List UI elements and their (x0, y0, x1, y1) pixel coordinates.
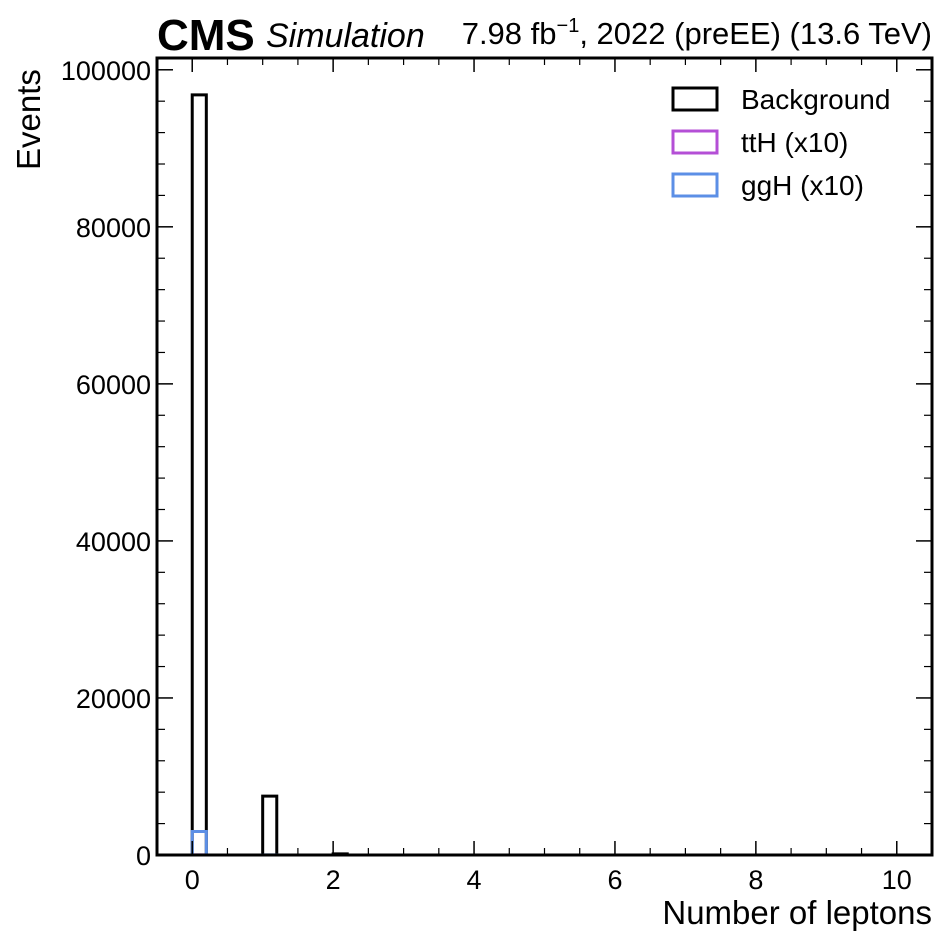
axis-ticks-group: 0 2 4 6 8 10 0 20000 40000 60000 80000 100000 (61, 56, 933, 895)
y-tick-label: 100000 (61, 56, 151, 86)
y-tick-label: 40000 (76, 527, 151, 557)
y-tick-label: 0 (136, 841, 151, 871)
legend-swatch-2 (671, 172, 719, 198)
plot-frame (155, 56, 934, 857)
y-tick-label: 20000 (76, 684, 151, 714)
legend-swatch-0 (671, 86, 719, 112)
y-axis-title: Events (10, 69, 47, 170)
histogram-series-group (190, 93, 349, 857)
legend-label-2: ggH (x10) (741, 170, 864, 201)
legend: Background ttH (x10) ggH (x10) (671, 84, 890, 201)
x-tick-label: 10 (882, 865, 912, 895)
lumi-prefix: 7.98 fb (462, 16, 557, 51)
lumi-suffix: , 2022 (preEE) (13.6 TeV) (579, 16, 932, 51)
legend-label-1: ttH (x10) (741, 127, 848, 158)
x-tick-label: 0 (185, 865, 200, 895)
lumi-exponent: −1 (557, 15, 580, 37)
legend-swatch-1 (671, 129, 719, 155)
x-tick-label: 2 (326, 865, 341, 895)
x-tick-label: 8 (748, 865, 763, 895)
luminosity-label: 7.98 fb−1, 2022 (preEE) (13.6 TeV) (462, 15, 932, 51)
x-tick-label: 6 (607, 865, 622, 895)
histogram-bin-ggh-0 (190, 829, 208, 855)
y-tick-label: 60000 (76, 370, 151, 400)
legend-label-0: Background (741, 84, 890, 115)
simulation-label: Simulation (266, 17, 425, 55)
x-tick-label: 4 (467, 865, 482, 895)
histogram-bin-background-0 (190, 93, 208, 855)
x-axis-title: Number of leptons (662, 894, 932, 931)
cms-label: CMS (157, 11, 255, 60)
y-tick-label: 80000 (76, 213, 151, 243)
histogram-bin-background-1 (261, 794, 279, 855)
